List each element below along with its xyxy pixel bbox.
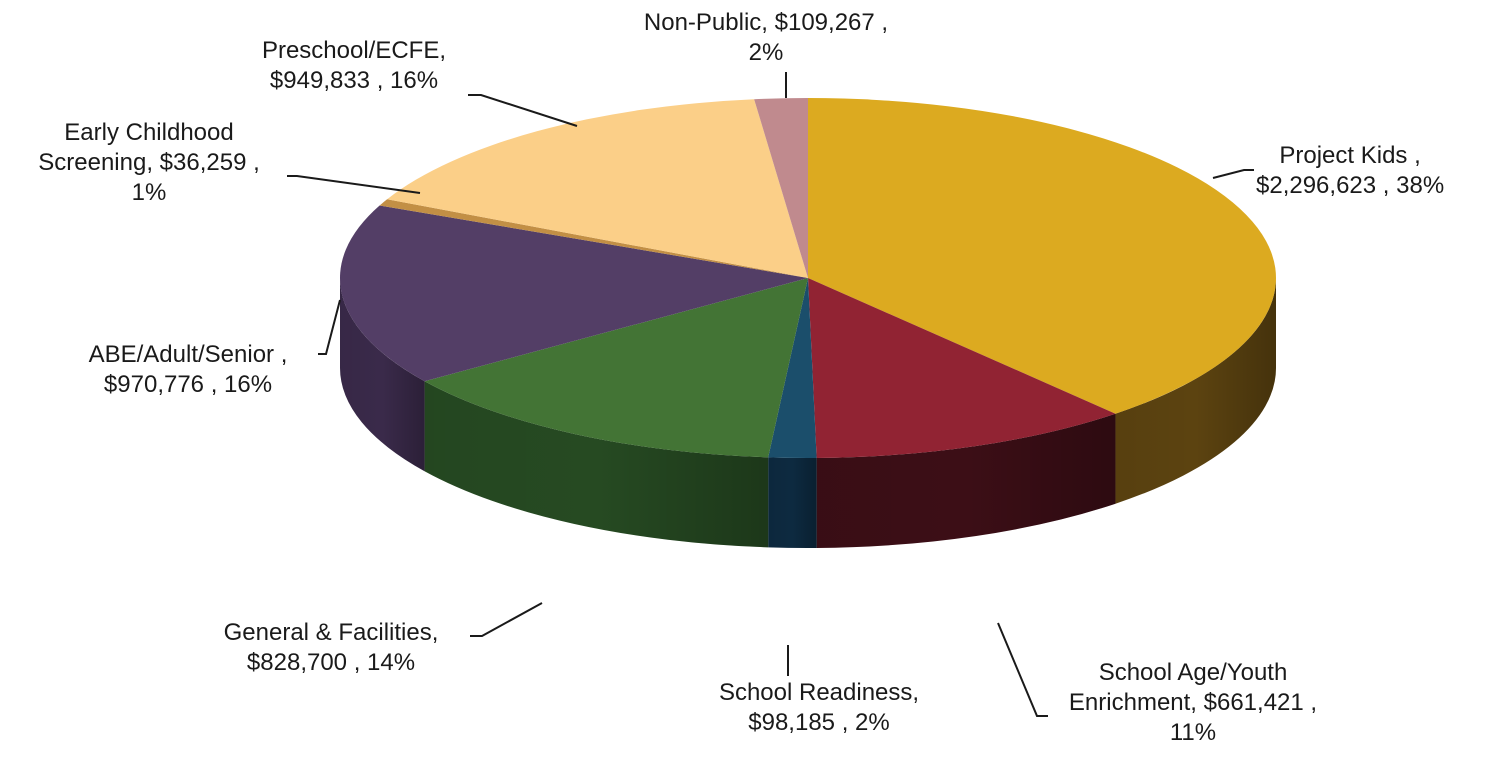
data-label-school-readiness: School Readiness, $98,185 , 2% [706, 678, 932, 738]
data-label-preschool: Preschool/ECFE, $949,833 , 16% [240, 36, 468, 96]
data-label-line: Project Kids , [1279, 142, 1421, 169]
leader-line-abe [318, 299, 341, 355]
data-label-line: School Age/Youth [1098, 659, 1288, 686]
pie-side-shade-school-readiness [768, 457, 817, 548]
data-label-non-public: Non-Public, $109,267 , 2% [606, 8, 926, 68]
data-label-abe: ABE/Adult/Senior , $970,776 , 16% [60, 340, 316, 400]
data-label-line: 2% [748, 39, 784, 66]
pie-side-shade-school-age-youth-enrichment [816, 413, 1116, 548]
pie-side-shade-abe-adult-senior [340, 278, 425, 472]
data-label-screening: Early Childhood Screening, $36,259 , 1% [8, 118, 290, 208]
pie-side-shade-project-kids [1115, 278, 1276, 504]
pie-slice-preschool-ecfe [387, 99, 808, 278]
pie-slice-school-readiness [768, 278, 817, 459]
pie-slice-school-age-youth-enrichment [808, 278, 1116, 458]
pie-slice-non-public [754, 98, 808, 278]
data-label-line: 11% [1169, 719, 1217, 746]
leader-lines [287, 72, 1254, 717]
data-label-school-age: School Age/Youth Enrichment, $661,421 , … [1050, 658, 1336, 748]
pie-slice-project-kids [808, 98, 1277, 414]
data-label-line: $98,185 , 2% [748, 709, 890, 736]
pie-slice-abe-adult-senior [340, 205, 808, 382]
leader-line-school-age [997, 622, 1048, 717]
data-label-line: 1% [131, 179, 167, 206]
data-label-line: Early Childhood [64, 119, 234, 146]
data-label-line: $2,296,623 , 38% [1256, 172, 1445, 199]
data-label-general: General & Facilities, $828,700 , 14% [192, 618, 470, 678]
data-label-line: Non-Public, $109,267 , [643, 9, 889, 36]
pie-slice-general-facilities [424, 278, 808, 458]
data-label-line: School Readiness, [718, 679, 920, 706]
data-label-line: General & Facilities, [223, 619, 439, 646]
data-label-line: $949,833 , 16% [269, 67, 439, 94]
data-label-line: Screening, $36,259 , [38, 149, 260, 176]
data-label-project-kids: Project Kids , $2,296,623 , 38% [1256, 141, 1444, 201]
leader-line-preschool [468, 94, 578, 127]
pie-slices [340, 98, 1277, 459]
data-label-line: Enrichment, $661,421 , [1068, 689, 1318, 716]
pie-sides [340, 278, 1276, 548]
leader-line-screening [287, 175, 421, 194]
data-label-line: $828,700 , 14% [246, 649, 416, 676]
pie-slice-early-childhood-screening [379, 199, 808, 278]
pie-side-shade-general-facilities [424, 381, 769, 548]
leader-line-general [470, 602, 543, 637]
data-label-line: ABE/Adult/Senior , [88, 341, 288, 368]
data-label-line: $970,776 , 16% [103, 371, 273, 398]
data-label-line: Preschool/ECFE, [261, 37, 447, 64]
leader-line-project-kids [1212, 169, 1254, 179]
